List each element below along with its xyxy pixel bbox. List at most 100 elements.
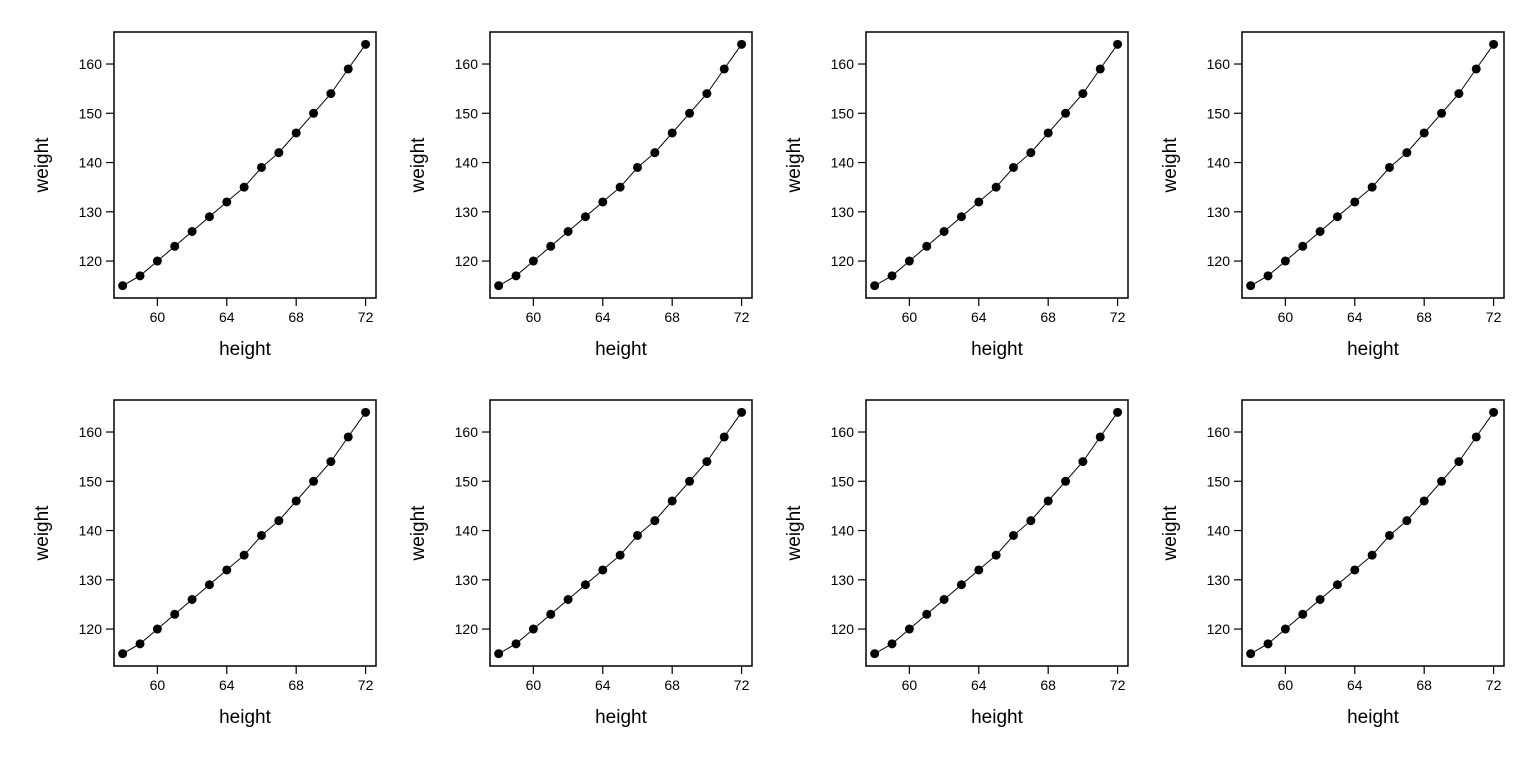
- data-point: [1332, 212, 1342, 222]
- data-point: [511, 639, 521, 649]
- data-point: [291, 496, 301, 506]
- data-point: [615, 550, 625, 560]
- data-point: [1280, 624, 1290, 634]
- data-point: [719, 64, 729, 74]
- data-point: [615, 182, 625, 192]
- y-tick-label: 140: [79, 523, 103, 539]
- y-tick-label: 120: [79, 621, 103, 637]
- data-point: [118, 649, 128, 659]
- series-line: [498, 412, 743, 655]
- x-tick-label: 60: [526, 309, 542, 325]
- data-point: [580, 212, 590, 222]
- series-line: [122, 44, 367, 287]
- series-line: [874, 44, 1119, 287]
- y-tick-label: 140: [831, 155, 855, 171]
- data-point: [887, 639, 897, 649]
- plot-frame: [489, 399, 753, 667]
- chart-panel-1: 60 64 68 72 120 130 140 150 160 height weight: [32, 31, 377, 360]
- data-point: [326, 457, 336, 467]
- y-tick-label: 150: [455, 473, 479, 489]
- x-tick-label: 64: [1347, 309, 1363, 325]
- data-point: [1263, 271, 1273, 281]
- y-tick-label: 130: [1207, 572, 1231, 588]
- data-point: [598, 565, 608, 575]
- data-point: [1315, 595, 1325, 604]
- data-point: [274, 516, 284, 526]
- data-point: [1078, 89, 1088, 99]
- data-point: [1008, 530, 1018, 540]
- x-axis-label: height: [971, 339, 1023, 360]
- data-point: [870, 649, 880, 659]
- y-tick-label: 120: [831, 621, 855, 637]
- data-point: [291, 128, 301, 138]
- y-tick-label: 120: [455, 621, 479, 637]
- x-axis-label: height: [219, 707, 271, 728]
- data-point: [632, 162, 642, 172]
- y-tick-label: 160: [1207, 424, 1231, 440]
- x-tick-label: 72: [1486, 309, 1502, 325]
- y-tick-label: 160: [831, 424, 855, 440]
- data-point: [1332, 580, 1342, 590]
- data-point: [1061, 476, 1071, 486]
- y-tick-label: 130: [1207, 204, 1231, 220]
- data-point: [991, 550, 1001, 560]
- x-tick-label: 68: [1040, 309, 1056, 325]
- y-tick-label: 140: [1207, 523, 1231, 539]
- data-point: [956, 212, 966, 222]
- x-tick-label: 72: [1110, 677, 1126, 693]
- data-point: [991, 182, 1001, 192]
- y-axis-label: weight: [408, 505, 429, 562]
- data-point: [1043, 128, 1053, 138]
- x-tick-label: 68: [1416, 309, 1432, 325]
- y-tick-label: 160: [1207, 56, 1231, 72]
- data-point: [1061, 108, 1071, 118]
- data-point: [1113, 39, 1123, 49]
- data-point: [1419, 128, 1429, 138]
- plot-frame: [113, 31, 377, 299]
- chart-panel-3: 60 64 68 72 120 130 140 150 160 height weight: [784, 31, 1129, 360]
- chart-panel-2: 60 64 68 72 120 130 140 150 160 height weight: [408, 31, 753, 360]
- x-tick-label: 64: [595, 309, 611, 325]
- data-point: [1280, 256, 1290, 266]
- data-point: [1437, 476, 1447, 486]
- series-line: [1250, 44, 1495, 287]
- series-line: [122, 412, 367, 655]
- data-point: [887, 271, 897, 281]
- data-point: [563, 595, 573, 604]
- x-tick-label: 68: [664, 309, 680, 325]
- x-tick-label: 72: [1486, 677, 1502, 693]
- y-tick-label: 120: [1207, 253, 1231, 269]
- data-point: [239, 550, 249, 560]
- y-tick-label: 130: [455, 572, 479, 588]
- y-tick-label: 130: [79, 204, 103, 220]
- x-axis-label: height: [971, 707, 1023, 728]
- data-point: [361, 39, 371, 49]
- x-tick-label: 64: [971, 309, 987, 325]
- data-point: [737, 39, 747, 49]
- data-point: [737, 407, 747, 417]
- data-point: [1350, 565, 1360, 575]
- data-point: [309, 108, 319, 118]
- chart-panel-4: 60 64 68 72 120 130 140 150 160 height weight: [1160, 31, 1505, 360]
- y-tick-label: 150: [79, 105, 103, 121]
- data-point: [256, 530, 266, 540]
- x-tick-label: 72: [734, 309, 750, 325]
- y-tick-label: 150: [455, 105, 479, 121]
- data-point: [1095, 432, 1105, 442]
- data-point: [494, 649, 504, 659]
- data-point: [274, 148, 284, 158]
- data-point: [546, 609, 556, 619]
- x-tick-label: 72: [358, 309, 374, 325]
- x-tick-label: 60: [902, 677, 918, 693]
- y-tick-label: 160: [79, 56, 103, 72]
- data-point: [1367, 550, 1377, 560]
- x-tick-label: 68: [1416, 677, 1432, 693]
- data-point: [939, 227, 949, 236]
- data-point: [904, 624, 914, 634]
- data-point: [1078, 457, 1088, 467]
- data-point: [1026, 516, 1036, 526]
- data-point: [650, 516, 660, 526]
- y-tick-label: 140: [1207, 155, 1231, 171]
- data-point: [904, 256, 914, 266]
- x-tick-label: 60: [526, 677, 542, 693]
